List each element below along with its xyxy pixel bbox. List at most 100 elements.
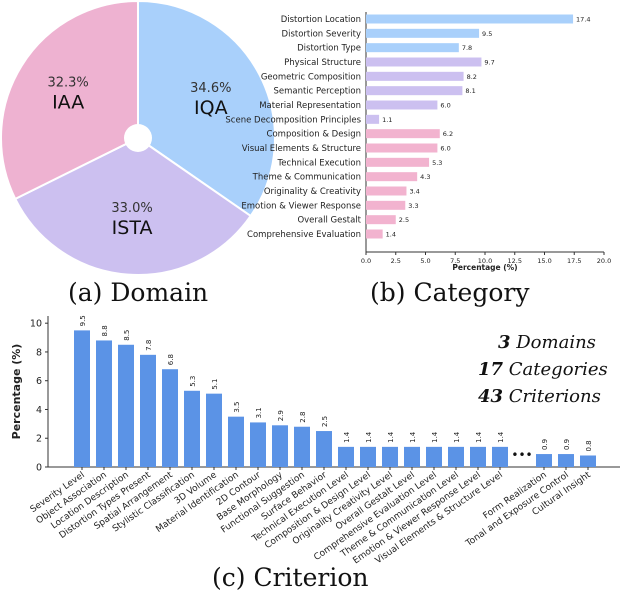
category-bar (366, 129, 440, 139)
category-value-label: 4.3 (420, 173, 430, 181)
category-bar (366, 28, 480, 38)
caption-category: (b) Category (370, 278, 530, 307)
category-value-label: 1.1 (382, 116, 392, 124)
category-tick-label: Theme & Communication (252, 173, 361, 183)
category-tick-label: Geometric Composition (261, 72, 361, 82)
criterion-value-label: 2.8 (299, 412, 307, 423)
pie-label-iaa: IAA (52, 92, 84, 114)
criterion-value-label: 5.1 (211, 379, 219, 390)
category-x-tick-label: 2.5 (391, 257, 401, 265)
category-bar (366, 43, 459, 53)
criterion-bar (294, 426, 310, 467)
category-value-label: 17.4 (576, 16, 590, 24)
category-bar (366, 14, 574, 24)
criterion-y-tick-label: 6 (36, 376, 42, 387)
summary-criterions: 43 Criterions (478, 386, 601, 407)
criterion-value-label: 1.4 (497, 431, 505, 443)
pie-label-ista: ISTA (112, 217, 153, 239)
category-tick-label: Overall Gestalt (297, 216, 361, 226)
criterion-bar (338, 446, 354, 467)
category-tick-label: Physical Structure (284, 58, 361, 68)
category-value-label: 6.0 (440, 102, 450, 110)
category-tick-label: Composition & Design (267, 130, 361, 140)
criterion-bar (316, 431, 332, 467)
category-value-label: 9.5 (482, 30, 492, 38)
category-bar (366, 172, 418, 182)
category-bar (366, 86, 463, 96)
criterion-value-label: 0.9 (563, 439, 571, 450)
criterion-value-label: 1.4 (475, 431, 483, 443)
category-bar (366, 215, 396, 225)
criterion-bar (426, 446, 442, 467)
criterion-value-label: 5.3 (189, 376, 197, 387)
category-value-label: 6.0 (440, 145, 450, 153)
criterion-value-label: 8.8 (101, 325, 109, 336)
pie-pct-label-ista: 33.0% (111, 201, 152, 216)
criterion-value-label: 0.9 (541, 439, 549, 450)
category-value-label: 5.3 (432, 159, 442, 167)
summary-domains: 3 Domains (498, 332, 596, 353)
category-bar (366, 157, 430, 167)
criterion-y-tick-label: 8 (36, 347, 42, 358)
category-x-tick-label: 15.0 (537, 257, 551, 265)
criterion-value-label: 2.5 (321, 416, 329, 427)
category-tick-label: Material Representation (259, 101, 361, 111)
criterion-bar (228, 416, 244, 467)
criterion-value-label: 9.5 (79, 315, 87, 326)
criterion-y-tick-label: 2 (36, 434, 42, 445)
summary-categories: 17 Categories (478, 359, 608, 380)
criterion-y-tick-label: 10 (30, 319, 42, 330)
pie-slice-iqa (137, 0, 276, 218)
category-bar (366, 229, 383, 239)
category-x-tick-label: 7.5 (450, 257, 460, 265)
caption-criterion: (c) Criterion (212, 563, 369, 592)
pie-slice-ista (13, 136, 253, 276)
category-x-tick-label: 12.5 (508, 257, 522, 265)
criterion-bar (118, 344, 134, 467)
criterion-bar (162, 369, 178, 467)
criterion-value-label: 1.4 (387, 431, 395, 443)
criterion-value-label: 1.4 (365, 431, 373, 443)
category-value-label: 8.1 (465, 87, 475, 95)
category-tick-label: Distortion Location (281, 15, 361, 25)
category-bar (366, 143, 438, 153)
criterion-bar (250, 422, 266, 467)
criterion-value-label: 1.4 (453, 431, 461, 443)
category-tick-label: Visual Elements & Structure (242, 144, 361, 154)
category-tick-label: Originality & Creativity (264, 187, 361, 197)
category-tick-label: Comprehensive Evaluation (247, 230, 361, 240)
criterion-bar (74, 330, 90, 467)
category-value-label: 7.8 (462, 44, 472, 52)
summary-categories-text: Categories (503, 359, 608, 380)
pie-slice-iaa (0, 0, 139, 201)
category-tick-label: Distortion Severity (282, 29, 361, 39)
criterion-bar (206, 393, 222, 467)
criterion-bar (404, 446, 420, 467)
criterion-value-label: 1.4 (409, 431, 417, 443)
summary-criterions-count: 43 (478, 386, 504, 407)
category-x-tick-label: 10.0 (478, 257, 492, 265)
criterion-ellipsis: ••• (511, 448, 532, 462)
criterion-bar (448, 446, 464, 467)
criterion-y-axis-label: Percentage (%) (10, 344, 23, 440)
criterion-bar (184, 390, 200, 467)
criterion-bar (470, 446, 486, 467)
pie-label-iqa: IQA (194, 97, 228, 119)
criterion-bar (536, 454, 552, 467)
category-tick-label: Emotion & Viewer Response (241, 201, 361, 211)
category-x-tick-label: 5.0 (420, 257, 430, 265)
category-value-label: 3.3 (408, 202, 418, 210)
category-bar (366, 200, 406, 210)
criterion-value-label: 8.5 (123, 330, 131, 341)
criterion-bar (382, 446, 398, 467)
category-bar (366, 114, 380, 124)
criterion-bar (360, 446, 376, 467)
caption-domain: (a) Domain (68, 278, 209, 307)
category-bar (366, 186, 407, 196)
criterion-bar (140, 354, 156, 467)
category-value-label: 8.2 (467, 73, 477, 81)
criterion-value-label: 1.4 (431, 431, 439, 443)
category-tick-label: Scene Decomposition Principles (225, 115, 361, 125)
criterion-bar (492, 446, 508, 467)
category-value-label: 6.2 (443, 130, 453, 138)
